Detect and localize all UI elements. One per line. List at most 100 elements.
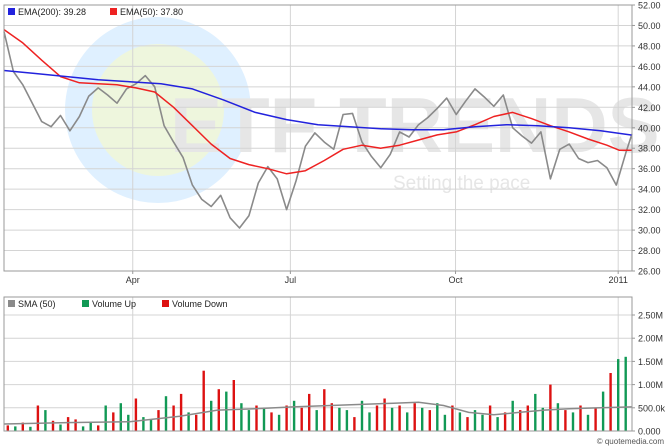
footer-credit: © quotemedia.com <box>597 437 665 446</box>
volume-bar-down <box>308 393 311 431</box>
volume-bar-down <box>579 405 582 431</box>
volume-bar-up <box>127 414 130 431</box>
volume-bar-down <box>36 405 40 431</box>
volume-bar-up <box>481 414 484 431</box>
volume-bar-down <box>172 405 175 431</box>
volume-bar-down <box>270 412 273 431</box>
series-line-ema50 <box>3 28 632 175</box>
volume-bar-down <box>413 403 416 431</box>
volume-bar-down <box>255 405 258 431</box>
volume-bar-down <box>179 393 183 431</box>
volume-y-tick-label: 0.000 <box>638 427 661 437</box>
series-line-ema200 <box>3 69 633 136</box>
price-legend: EMA(200): 39.28 EMA(50): 37.80 <box>8 7 183 17</box>
volume-bar-down <box>202 370 205 431</box>
volume-bar-up <box>240 403 243 431</box>
volume-bar-up <box>277 414 281 431</box>
volume-bar-up <box>149 419 153 431</box>
price-panel: 26.00 28.00 30.00 32.00 34.00 36.00 38.00 40.00… <box>3 1 661 285</box>
watermark: ETF TRENDS Setting the pace <box>65 17 660 203</box>
price-y-tick-label: 44.00 <box>638 82 661 92</box>
price-y-tick-label: 30.00 <box>638 226 661 236</box>
volume-y-tick-label: 1.00M <box>638 380 663 390</box>
volume-bar-up <box>368 412 371 431</box>
price-x-tick-label: 2011 <box>609 275 628 285</box>
legend-label-sma50: SMA (50) <box>18 299 56 309</box>
price-x-tick-label: Apr <box>126 275 140 285</box>
watermark-tagline: Setting the pace <box>393 173 530 194</box>
volume-bar-up <box>406 412 409 431</box>
volume-bar-up <box>104 405 107 431</box>
legend-swatch-volume_up <box>82 300 89 307</box>
volume-bar-down <box>375 405 379 431</box>
volume-bar-down <box>428 410 431 431</box>
volume-bar-down <box>97 425 100 431</box>
price-y-tick-label: 26.00 <box>638 267 661 277</box>
price-y-tick-label: 40.00 <box>638 123 661 133</box>
volume-bar-down <box>519 410 522 431</box>
volume-bar-up <box>247 410 251 431</box>
volume-bar-up <box>187 412 190 431</box>
volume-bar-up <box>14 426 17 431</box>
price-y-tick-label: 48.00 <box>638 41 661 51</box>
volume-bar-down <box>383 398 386 431</box>
volume-y-axis: 0.000 500.0k 1.00M 1.50M 2.00M 2.50M <box>632 311 666 437</box>
volume-bar-up <box>164 396 168 431</box>
volume-bar-down <box>195 414 198 431</box>
watermark-circle-inner <box>92 44 224 176</box>
volume-bar-up <box>390 407 394 431</box>
watermark-brand: ETF TRENDS <box>170 81 660 169</box>
volume-frame <box>3 296 633 432</box>
volume-bar-up <box>496 417 499 431</box>
series-line-price <box>3 31 633 229</box>
volume-bar-up <box>601 391 605 431</box>
volume-bar-down <box>74 419 77 431</box>
volume-bar-up <box>458 412 462 431</box>
volume-y-tick-label: 1.50M <box>638 357 663 367</box>
volume-bar-up <box>345 410 349 431</box>
volume-bar-up <box>89 421 92 431</box>
price-y-tick-label: 32.00 <box>638 205 661 215</box>
volume-bar-up <box>315 410 318 431</box>
volume-bar-up <box>624 356 627 431</box>
volume-bar-down <box>451 405 454 431</box>
volume-grid <box>4 297 632 432</box>
volume-bar-up <box>225 391 228 431</box>
volume-bar-up <box>571 412 575 431</box>
volume-bar-up <box>473 410 477 431</box>
price-y-axis: 26.00 28.00 30.00 32.00 34.00 36.00 38.00 40.00… <box>632 1 661 277</box>
volume-y-tick-label: 2.50M <box>638 311 663 321</box>
legend-label-ema200: EMA(200): 39.28 <box>18 7 86 17</box>
volume-bar-down <box>66 417 70 431</box>
price-x-tick-label: Jul <box>285 275 297 285</box>
volume-bar-up <box>511 400 514 431</box>
legend-swatch-sma50 <box>8 300 15 307</box>
legend-swatch-volume_down <box>162 300 169 307</box>
price-y-tick-label: 38.00 <box>638 144 661 154</box>
volume-bar-up <box>262 407 266 431</box>
volume-bar-down <box>564 410 567 431</box>
legend-swatch-ema50 <box>110 8 117 15</box>
volume-bars <box>6 356 627 431</box>
volume-bar-up <box>338 407 341 431</box>
price-y-tick-label: 42.00 <box>638 103 661 113</box>
volume-bar-down <box>51 420 55 431</box>
volume-bar-up <box>534 393 537 431</box>
volume-y-tick-label: 2.00M <box>638 334 663 344</box>
volume-bar-up <box>81 426 85 431</box>
volume-legend: SMA (50) Volume Up Volume Down <box>8 299 228 309</box>
volume-bar-down <box>526 405 529 431</box>
volume-bar-down <box>21 422 24 431</box>
volume-bar-down <box>353 417 356 431</box>
volume-bar-up <box>142 417 145 431</box>
volume-bar-up <box>617 359 620 431</box>
volume-bar-down <box>232 380 235 431</box>
volume-bar-down <box>285 405 288 431</box>
volume-bar-down <box>594 407 597 431</box>
volume-bar-up <box>443 414 447 431</box>
volume-bar-down <box>330 403 333 431</box>
price-y-tick-label: 34.00 <box>638 185 661 195</box>
price-x-tick-label: Oct <box>449 275 464 285</box>
volume-y-tick-label: 500.0k <box>638 403 666 413</box>
